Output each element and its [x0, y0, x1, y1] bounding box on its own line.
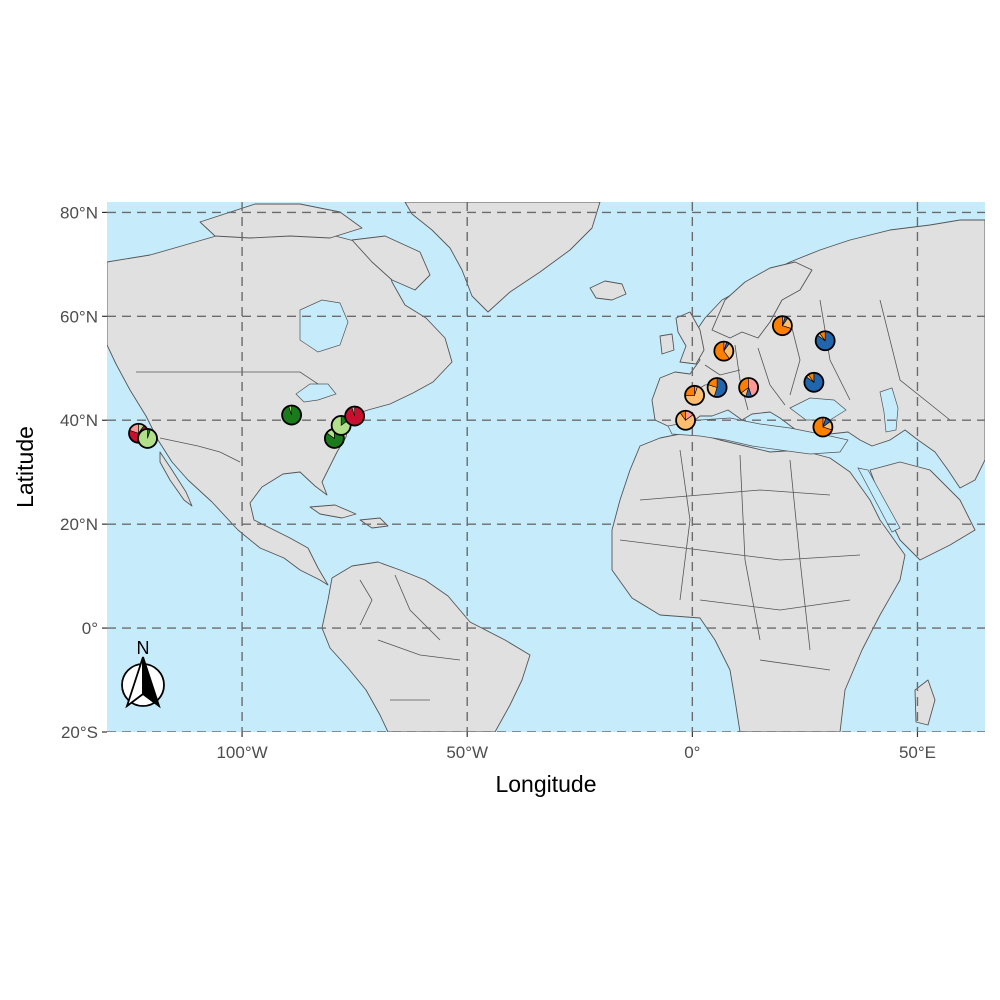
- pie-outline: [344, 405, 366, 427]
- baffin-island: [351, 235, 431, 291]
- y-tick-label: 60°N: [60, 307, 98, 326]
- pie-outline: [814, 330, 836, 352]
- north-arrow: N: [121, 638, 165, 709]
- hudson-bay: [299, 299, 349, 353]
- pie-outline: [812, 416, 834, 438]
- us-mexico-border: [159, 437, 241, 463]
- x-tick-label: 50°W: [446, 743, 488, 762]
- site-pie: [713, 340, 735, 362]
- pie-outline: [738, 377, 760, 398]
- x-tick-label: 100°W: [216, 743, 267, 762]
- africa-borders: [619, 449, 861, 671]
- iceland: [589, 280, 627, 301]
- red-sea: [857, 467, 901, 533]
- cuba: [309, 504, 357, 519]
- map-panel: N: [107, 202, 985, 732]
- pie-outline: [706, 377, 728, 398]
- south-america-landmass: [321, 561, 531, 732]
- graticule: [107, 202, 985, 732]
- y-tick-label: 80°N: [60, 203, 98, 222]
- site-pie: [738, 377, 760, 398]
- country-borders: [136, 299, 951, 701]
- scandinavia: [711, 261, 813, 339]
- great-britain: [675, 311, 705, 365]
- site-pie: [281, 404, 303, 426]
- y-axis-title: Latitude: [12, 426, 38, 508]
- us-canada-border: [136, 371, 319, 385]
- site-pie: [137, 428, 158, 449]
- x-tick-label: 0°: [684, 743, 700, 762]
- europe-borders: [687, 299, 951, 421]
- pie-outline: [137, 428, 158, 449]
- x-axis: 100°W 50°W 0° 50°E: [216, 732, 936, 762]
- pie-outline: [803, 371, 825, 393]
- caspian-sea: [879, 387, 899, 433]
- ireland: [659, 333, 675, 355]
- pie-outline: [713, 340, 735, 362]
- y-axis: 80°N 60°N 40°N 20°N 0° 20°S: [60, 203, 107, 742]
- y-tick-label: 20°S: [61, 723, 98, 742]
- africa-landmass: [611, 431, 906, 732]
- pie-outline: [684, 384, 705, 406]
- land-layer: [107, 202, 985, 732]
- baja-peninsula: [159, 451, 193, 507]
- hispaniola: [359, 517, 389, 529]
- great-lakes: [295, 383, 337, 403]
- y-tick-label: 0°: [82, 619, 98, 638]
- y-tick-label: 20°N: [60, 515, 98, 534]
- south-america-borders: [359, 574, 461, 701]
- site-pie: [814, 330, 836, 352]
- greenland: [404, 202, 601, 313]
- pie-outline: [281, 404, 303, 426]
- eurasia-landmass: [651, 219, 985, 489]
- north-arrow-right-half: [142, 656, 161, 709]
- site-pie: [684, 384, 705, 406]
- site-pie: [675, 409, 696, 431]
- pie-outline: [771, 315, 793, 337]
- site-pies: [128, 315, 836, 449]
- x-tick-label: 50°E: [899, 743, 936, 762]
- site-pie: [803, 371, 825, 393]
- north-arrow-label: N: [137, 638, 150, 658]
- site-pie: [706, 377, 728, 398]
- y-tick-label: 40°N: [60, 411, 98, 430]
- site-pie: [812, 416, 834, 438]
- site-pie: [344, 405, 366, 427]
- site-pie: [771, 315, 793, 337]
- madagascar: [914, 679, 936, 726]
- pie-outline: [675, 409, 696, 431]
- x-axis-title: Longitude: [495, 771, 596, 797]
